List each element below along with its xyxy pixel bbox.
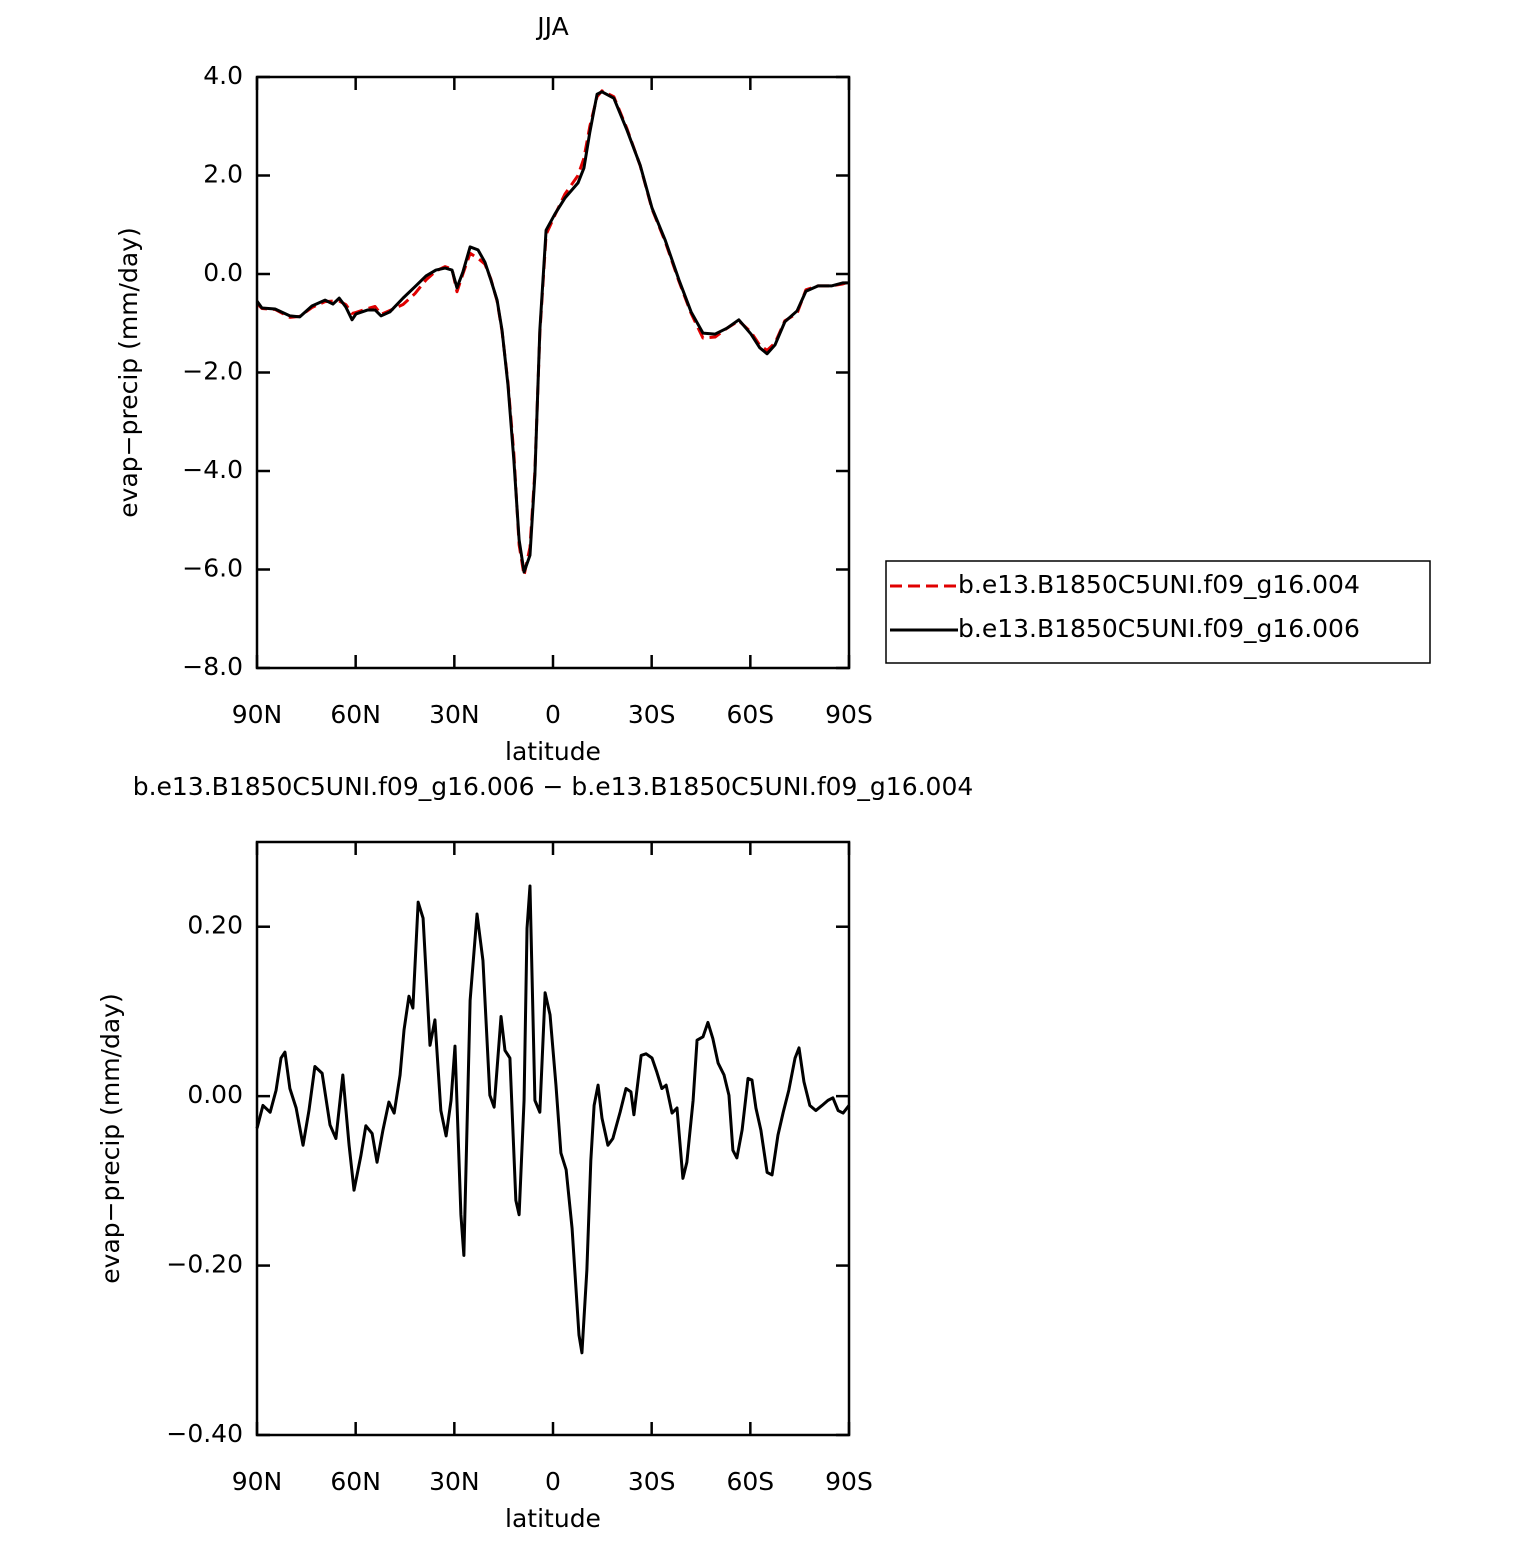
y-tick-label: 0.00 <box>187 1080 243 1109</box>
legend-label: b.e13.B1850C5UNI.f09_g16.004 <box>958 570 1360 599</box>
x-tick-label: 30S <box>628 700 676 729</box>
x-tick-label: 0 <box>545 1467 561 1496</box>
x-tick-label: 30N <box>429 700 480 729</box>
y-tick-label: 4.0 <box>203 61 243 90</box>
legend-box <box>885 560 1431 664</box>
data-line <box>255 90 849 574</box>
x-axis-label: latitude <box>505 1504 601 1533</box>
x-tick-label: 30S <box>628 1467 676 1496</box>
x-tick-label: 60N <box>330 700 381 729</box>
chart-title: b.e13.B1850C5UNI.f09_g16.006 − b.e13.B18… <box>133 772 974 801</box>
x-tick-label: 90N <box>232 1467 283 1496</box>
y-tick-label: −2.0 <box>182 357 243 386</box>
x-tick-label: 60S <box>726 1467 774 1496</box>
legend-label: b.e13.B1850C5UNI.f09_g16.006 <box>958 614 1360 643</box>
x-tick-label: 90S <box>825 1467 873 1496</box>
plot-frame <box>255 75 851 670</box>
x-tick-label: 60N <box>330 1467 381 1496</box>
x-tick-label: 60S <box>726 700 774 729</box>
y-tick-label: 0.20 <box>187 911 243 940</box>
data-line <box>255 884 851 1355</box>
y-axis-label: evap−precip (mm/day) <box>96 993 125 1283</box>
plot-frame <box>255 840 851 1437</box>
chart-title: JJA <box>535 12 568 41</box>
y-tick-label: 2.0 <box>203 160 243 189</box>
x-tick-label: 0 <box>545 700 561 729</box>
x-axis-label: latitude <box>505 737 601 766</box>
y-tick-label: 0.0 <box>203 258 243 287</box>
y-tick-label: −0.20 <box>166 1250 243 1279</box>
x-tick-label: 90N <box>232 700 283 729</box>
y-axis-label: evap−precip (mm/day) <box>114 227 143 517</box>
x-tick-label: 90S <box>825 700 873 729</box>
y-tick-label: −8.0 <box>182 652 243 681</box>
x-tick-label: 30N <box>429 1467 480 1496</box>
y-tick-label: −0.40 <box>166 1419 243 1448</box>
y-tick-label: −4.0 <box>182 455 243 484</box>
y-tick-label: −6.0 <box>182 554 243 583</box>
